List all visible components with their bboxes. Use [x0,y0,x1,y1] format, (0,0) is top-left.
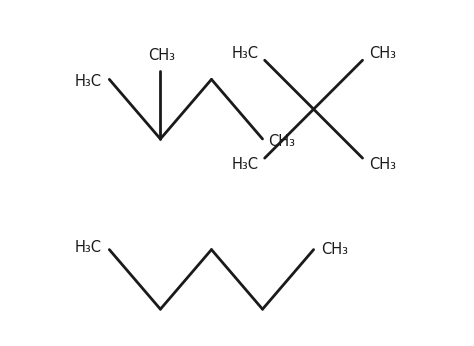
Text: CH₃: CH₃ [321,242,348,257]
Text: CH₃: CH₃ [268,134,295,148]
Text: CH₃: CH₃ [369,157,396,172]
Text: H₃C: H₃C [231,157,258,172]
Text: H₃C: H₃C [75,240,102,255]
Text: H₃C: H₃C [231,46,258,61]
Text: CH₃: CH₃ [369,46,396,61]
Text: CH₃: CH₃ [148,48,175,63]
Text: H₃C: H₃C [75,74,102,89]
